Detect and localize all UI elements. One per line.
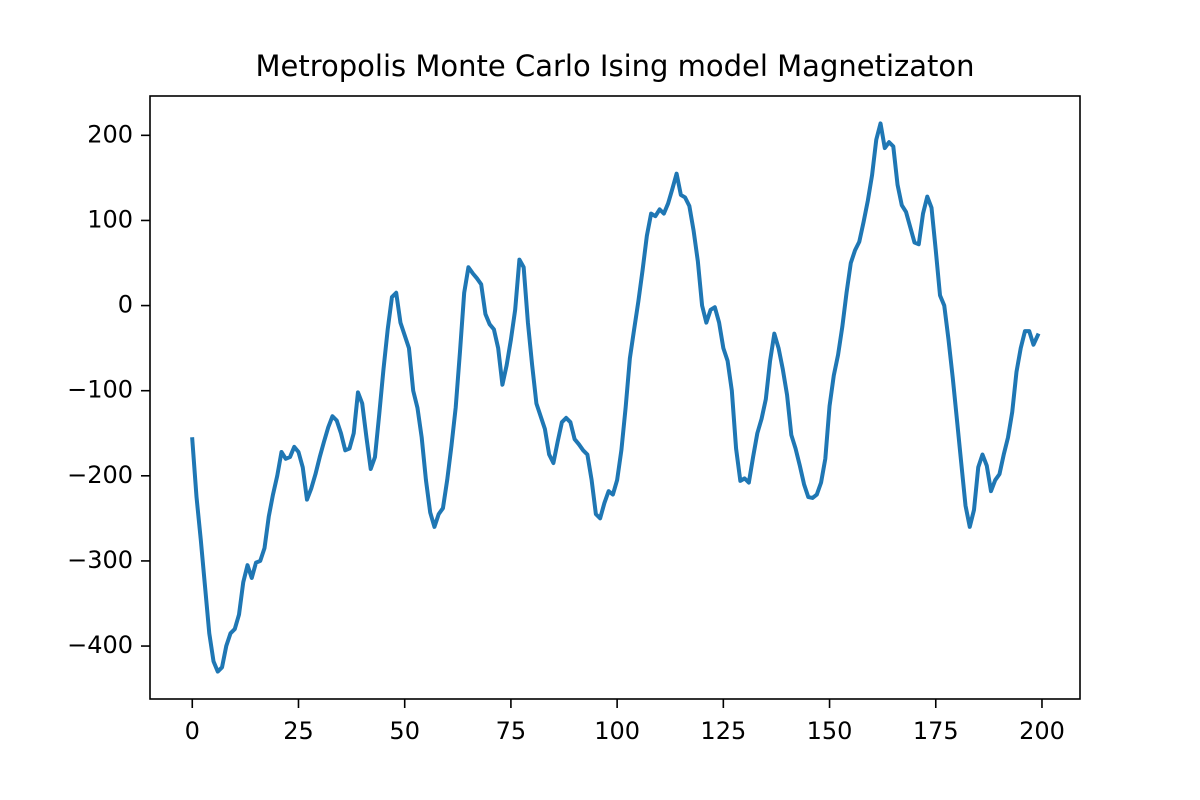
- x-tick-label: 50: [389, 717, 420, 745]
- x-tick-label: 150: [807, 717, 853, 745]
- x-tick-label: 0: [185, 717, 200, 745]
- x-tick-label: 75: [496, 717, 527, 745]
- x-tick-label: 175: [913, 717, 959, 745]
- y-tick-label: −400: [67, 631, 133, 659]
- y-tick-label: −100: [67, 376, 133, 404]
- x-tick-label: 100: [594, 717, 640, 745]
- y-tick-label: 100: [87, 205, 133, 233]
- x-tick-label: 200: [1019, 717, 1065, 745]
- y-tick-label: 0: [118, 291, 133, 319]
- y-tick-label: −200: [67, 461, 133, 489]
- y-tick-label: −300: [67, 546, 133, 574]
- chart-title: Metropolis Monte Carlo Ising model Magne…: [256, 49, 975, 83]
- data-line: [190, 121, 1041, 674]
- x-tick-label: 125: [700, 717, 746, 745]
- y-tick-label: 200: [87, 120, 133, 148]
- plot-frame: [149, 95, 1081, 700]
- x-tick-label: 25: [283, 717, 314, 745]
